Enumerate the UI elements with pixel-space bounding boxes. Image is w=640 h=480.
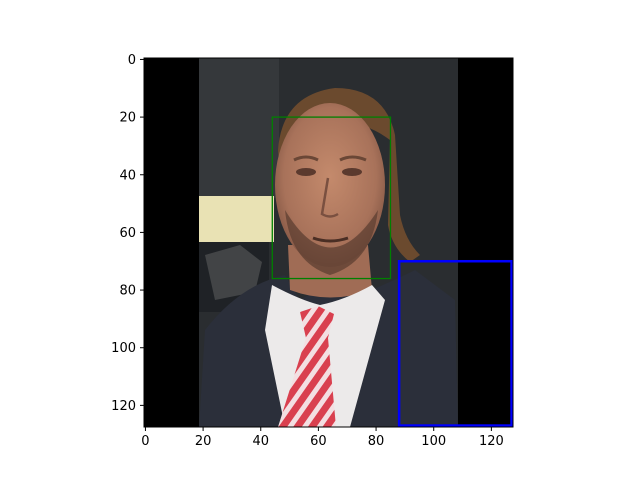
x-tick-label: 0 <box>141 434 149 449</box>
x-tick-label: 40 <box>252 434 269 449</box>
hair <box>278 88 420 262</box>
x-tick-label: 100 <box>421 434 446 449</box>
face-bounding-box <box>271 116 392 280</box>
image-display <box>144 58 513 427</box>
x-tick-label: 80 <box>368 434 385 449</box>
light-patch <box>199 196 274 242</box>
portrait-photo <box>199 58 458 427</box>
y-tick-label: 80 <box>119 284 136 299</box>
y-tick-label: 100 <box>111 341 136 356</box>
y-tick-label: 60 <box>119 226 136 241</box>
axes-frame <box>143 57 514 428</box>
highlight-bounding-box <box>397 259 513 427</box>
y-tick-label: 0 <box>128 53 136 68</box>
x-axis: 0 20 40 60 80 100 120 <box>141 427 504 449</box>
x-tick-label: 20 <box>195 434 212 449</box>
x-tick-label: 60 <box>310 434 327 449</box>
y-tick-label: 20 <box>119 111 136 126</box>
face <box>275 103 385 267</box>
y-tick-label: 40 <box>119 168 136 183</box>
y-tick-label: 120 <box>111 399 136 414</box>
x-tick-label: 120 <box>479 434 504 449</box>
tie <box>278 306 336 427</box>
y-axis: 0 20 40 60 80 100 120 <box>111 53 144 414</box>
